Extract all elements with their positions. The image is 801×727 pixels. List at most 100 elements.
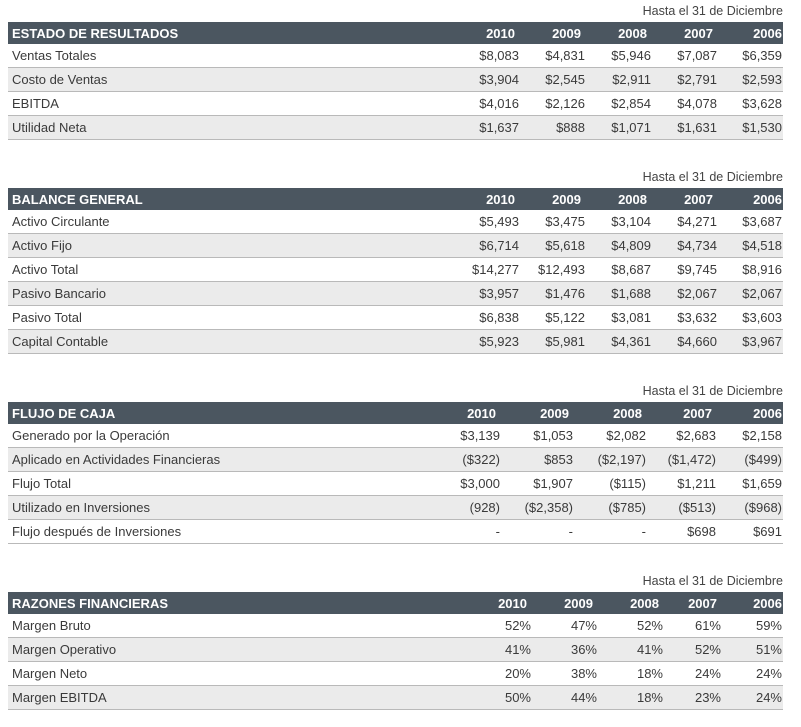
cell-value: $2,683 xyxy=(646,424,716,448)
cell-value: $5,946 xyxy=(585,44,651,68)
cell-value: ($2,358) xyxy=(500,495,573,520)
data-row: Costo de Ventas $3,904 $2,545 $2,911 $2,791 $… xyxy=(8,67,783,92)
cell-value: $4,518 xyxy=(717,233,783,258)
cell-value: $2,854 xyxy=(585,91,651,116)
row-label: Activo Total xyxy=(8,257,453,282)
cell-value: 41% xyxy=(470,637,531,662)
data-row: Activo Fijo $6,714 $5,618 $4,809 $4,734 $4,51… xyxy=(8,233,783,258)
table: RAZONES FINANCIERAS 2010 2009 2008 2007 2006 M… xyxy=(8,592,783,710)
row-label: Generado por la Operación xyxy=(8,424,430,448)
row-label: Aplicado en Actividades Financieras xyxy=(8,447,430,472)
cell-value: 24% xyxy=(721,661,783,686)
year-header: 2010 xyxy=(430,402,500,424)
table-title: ESTADO DE RESULTADOS xyxy=(8,22,453,44)
cell-value: $3,104 xyxy=(585,210,651,234)
row-label: Capital Contable xyxy=(8,329,453,354)
data-row: Aplicado en Actividades Financieras ($322… xyxy=(8,447,783,472)
cell-value: 41% xyxy=(597,637,663,662)
year-header: 2006 xyxy=(721,592,783,614)
cell-value: - xyxy=(500,519,573,544)
cell-value: $3,967 xyxy=(717,329,783,354)
data-row: Pasivo Total $6,838 $5,122 $3,081 $3,632 $3,6… xyxy=(8,305,783,330)
cell-value: $1,476 xyxy=(519,281,585,306)
cell-value: $6,714 xyxy=(453,233,519,258)
cell-value: $2,791 xyxy=(651,67,717,92)
cell-value: ($513) xyxy=(646,495,716,520)
data-row: Margen EBITDA 50% 44% 18% 23% 24% xyxy=(8,685,783,710)
cell-value: $4,734 xyxy=(651,233,717,258)
cell-value: 18% xyxy=(597,685,663,710)
year-header: 2010 xyxy=(470,592,531,614)
header-row: FLUJO DE CAJA 2010 2009 2008 2007 2006 xyxy=(8,402,783,424)
cell-value: $6,838 xyxy=(453,305,519,330)
cell-value: $2,158 xyxy=(716,424,783,448)
data-row: Ventas Totales $8,083 $4,831 $5,946 $7,087 $6… xyxy=(8,44,783,68)
row-label: Activo Circulante xyxy=(8,210,453,234)
cell-value: $4,016 xyxy=(453,91,519,116)
cell-value: 52% xyxy=(663,637,721,662)
cell-value: ($2,197) xyxy=(573,447,646,472)
cell-value: $698 xyxy=(646,519,716,544)
cell-value: 51% xyxy=(721,637,783,662)
data-row: Margen Bruto 52% 47% 52% 61% 59% xyxy=(8,614,783,638)
year-header: 2007 xyxy=(663,592,721,614)
cell-value: $2,593 xyxy=(717,67,783,92)
year-header: 2010 xyxy=(453,22,519,44)
cell-value: 47% xyxy=(531,614,597,638)
data-row: Activo Circulante $5,493 $3,475 $3,104 $4,27… xyxy=(8,210,783,234)
cell-value: $888 xyxy=(519,115,585,140)
cell-value: $3,904 xyxy=(453,67,519,92)
data-row: Pasivo Bancario $3,957 $1,476 $1,688 $2,067 $… xyxy=(8,281,783,306)
row-label: Utilidad Neta xyxy=(8,115,453,140)
cell-value: $1,053 xyxy=(500,424,573,448)
table-body: Margen Bruto 52% 47% 52% 61% 59% Margen Operat… xyxy=(8,614,783,710)
cell-value: $3,081 xyxy=(585,305,651,330)
caption: Hasta el 31 de Diciembre xyxy=(642,384,783,398)
cell-value: ($322) xyxy=(430,447,500,472)
table-title: FLUJO DE CAJA xyxy=(8,402,430,424)
row-label: Pasivo Total xyxy=(8,305,453,330)
cell-value: $5,923 xyxy=(453,329,519,354)
cell-value: 59% xyxy=(721,614,783,638)
year-header: 2009 xyxy=(531,592,597,614)
caption: Hasta el 31 de Diciembre xyxy=(642,170,783,184)
header-row: RAZONES FINANCIERAS 2010 2009 2008 2007 2006 xyxy=(8,592,783,614)
row-label: Margen Neto xyxy=(8,661,470,686)
cell-value: $3,687 xyxy=(717,210,783,234)
table-section: Hasta el 31 de Diciembre BALANCE GENERAL… xyxy=(8,166,783,354)
header-row: BALANCE GENERAL 2010 2009 2008 2007 2006 xyxy=(8,188,783,210)
cell-value: ($499) xyxy=(716,447,783,472)
table-head: RAZONES FINANCIERAS 2010 2009 2008 2007 2006 xyxy=(8,592,783,614)
table-head: ESTADO DE RESULTADOS 2010 2009 2008 2007 2006 xyxy=(8,22,783,44)
cell-value: $4,809 xyxy=(585,233,651,258)
row-label: EBITDA xyxy=(8,91,453,116)
year-header: 2007 xyxy=(651,188,717,210)
row-label: Pasivo Bancario xyxy=(8,281,453,306)
cell-value: $853 xyxy=(500,447,573,472)
table-title: RAZONES FINANCIERAS xyxy=(8,592,470,614)
data-row: Utilizado en Inversiones (928) ($2,358) ($7… xyxy=(8,495,783,520)
year-header: 2009 xyxy=(500,402,573,424)
row-label: Utilizado en Inversiones xyxy=(8,495,430,520)
cell-value: 36% xyxy=(531,637,597,662)
year-header: 2008 xyxy=(597,592,663,614)
table-section: Hasta el 31 de Diciembre RAZONES FINANCI… xyxy=(8,570,783,710)
cell-value: $2,067 xyxy=(717,281,783,306)
row-label: Margen Bruto xyxy=(8,614,470,638)
cell-value: $1,637 xyxy=(453,115,519,140)
cell-value: $4,660 xyxy=(651,329,717,354)
cell-value: 44% xyxy=(531,685,597,710)
table: ESTADO DE RESULTADOS 2010 2009 2008 2007 2006… xyxy=(8,22,783,140)
cell-value: 24% xyxy=(721,685,783,710)
cell-value: ($785) xyxy=(573,495,646,520)
data-row: Flujo Total $3,000 $1,907 ($115) $1,211 $1,65… xyxy=(8,471,783,496)
cell-value: 18% xyxy=(597,661,663,686)
data-row: Capital Contable $5,923 $5,981 $4,361 $4,660… xyxy=(8,329,783,354)
row-label: Margen Operativo xyxy=(8,637,470,662)
cell-value: $8,687 xyxy=(585,257,651,282)
cell-value: $2,911 xyxy=(585,67,651,92)
cell-value: $3,628 xyxy=(717,91,783,116)
table-head: FLUJO DE CAJA 2010 2009 2008 2007 2006 xyxy=(8,402,783,424)
year-header: 2007 xyxy=(651,22,717,44)
